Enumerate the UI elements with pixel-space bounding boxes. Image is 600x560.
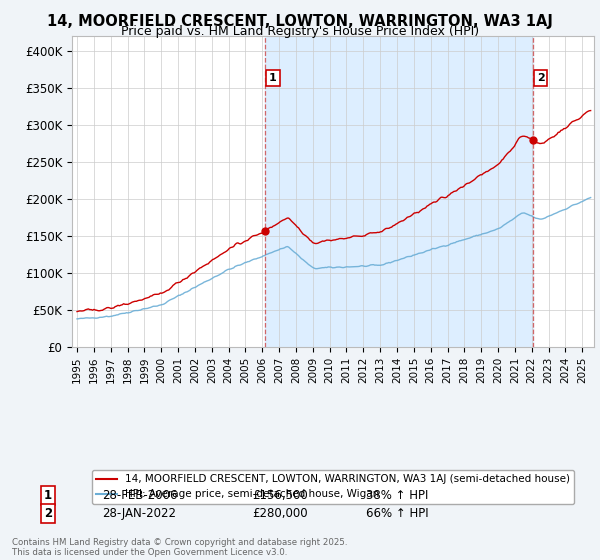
Text: 28-JAN-2022: 28-JAN-2022: [102, 507, 176, 520]
Text: 28-FEB-2006: 28-FEB-2006: [102, 489, 178, 502]
Text: 66% ↑ HPI: 66% ↑ HPI: [366, 507, 428, 520]
Text: 2: 2: [44, 507, 52, 520]
Text: 14, MOORFIELD CRESCENT, LOWTON, WARRINGTON, WA3 1AJ: 14, MOORFIELD CRESCENT, LOWTON, WARRINGT…: [47, 14, 553, 29]
Text: 1: 1: [269, 73, 277, 83]
Bar: [265, 36, 533, 347]
Text: 1: 1: [44, 489, 52, 502]
Point: [260, 227, 269, 236]
Text: £156,500: £156,500: [252, 489, 308, 502]
Text: £280,000: £280,000: [252, 507, 308, 520]
Legend: 14, MOORFIELD CRESCENT, LOWTON, WARRINGTON, WA3 1AJ (semi-detached house), HPI: : 14, MOORFIELD CRESCENT, LOWTON, WARRINGT…: [92, 470, 574, 503]
Text: Price paid vs. HM Land Registry's House Price Index (HPI): Price paid vs. HM Land Registry's House …: [121, 25, 479, 38]
Text: Contains HM Land Registry data © Crown copyright and database right 2025.
This d: Contains HM Land Registry data © Crown c…: [12, 538, 347, 557]
Text: 2: 2: [537, 73, 544, 83]
Text: 38% ↑ HPI: 38% ↑ HPI: [366, 489, 428, 502]
Point: [528, 136, 538, 144]
